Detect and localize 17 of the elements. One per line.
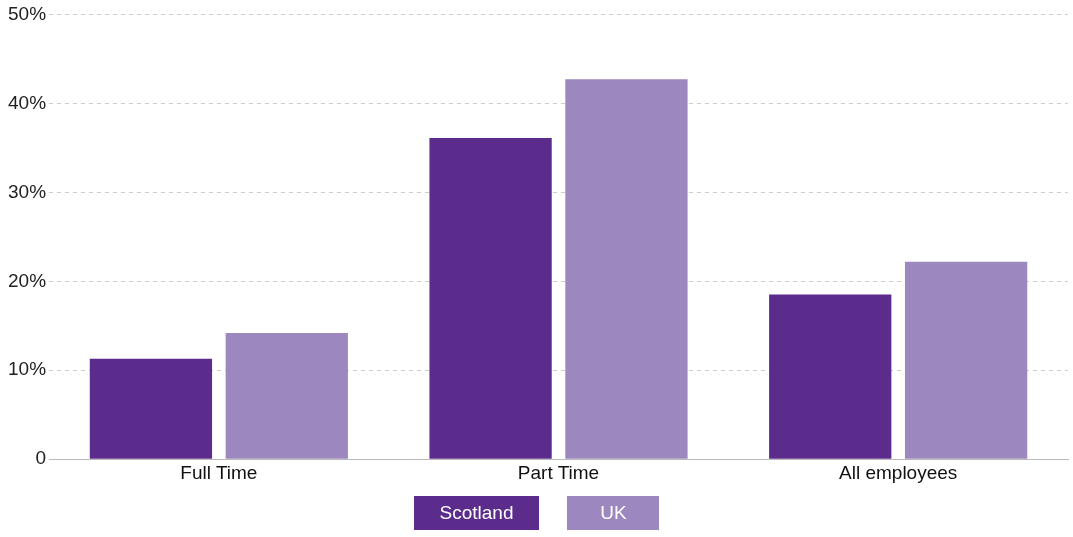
text: UK bbox=[600, 502, 627, 523]
bar bbox=[225, 332, 348, 459]
y-tick-label: 30% bbox=[8, 180, 47, 202]
y-tick-label: 40% bbox=[8, 91, 47, 113]
x-tick-label: All employees bbox=[839, 461, 958, 483]
bar bbox=[429, 138, 552, 459]
y-tick-label: 50% bbox=[8, 2, 47, 24]
y-tick-label: 0 bbox=[35, 447, 47, 469]
bar bbox=[904, 261, 1028, 459]
bar bbox=[565, 79, 688, 459]
y-tick-label: 10% bbox=[8, 358, 47, 380]
x-tick-label: Full Time bbox=[180, 461, 258, 483]
text: Scotland bbox=[439, 502, 514, 523]
bar bbox=[89, 358, 213, 459]
y-tick-label: 20% bbox=[8, 269, 47, 291]
x-tick-label: Part Time bbox=[517, 461, 600, 483]
bar bbox=[769, 294, 892, 459]
